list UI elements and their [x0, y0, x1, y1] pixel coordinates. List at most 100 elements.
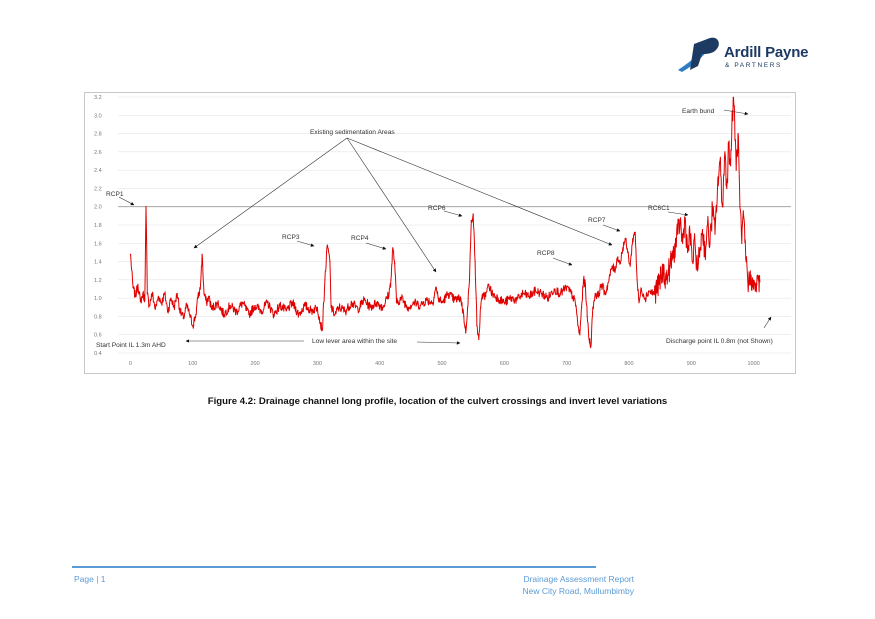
annotation-arrow	[296, 240, 315, 247]
data-point	[577, 325, 579, 327]
data-point	[148, 304, 150, 307]
data-point	[139, 301, 141, 303]
data-point	[453, 299, 456, 301]
data-point	[735, 169, 737, 171]
data-point	[210, 308, 213, 310]
data-point	[176, 293, 178, 295]
data-point	[662, 270, 664, 272]
data-point	[684, 217, 686, 219]
x-tick-label: 700	[562, 361, 571, 367]
data-point	[164, 293, 166, 295]
data-point	[588, 338, 590, 340]
data-point	[634, 231, 636, 233]
data-point	[579, 334, 581, 336]
data-point	[329, 261, 331, 263]
data-point	[581, 306, 583, 308]
data-point	[638, 302, 640, 304]
data-point	[516, 299, 518, 301]
y-tick-label: 0.6	[94, 333, 102, 339]
data-point	[724, 151, 726, 153]
data-point	[716, 187, 719, 189]
data-point	[541, 293, 543, 295]
data-point	[691, 261, 694, 263]
data-point	[467, 306, 469, 308]
annotation-arrow	[443, 210, 463, 217]
anno-rcp7: RCP7	[588, 217, 606, 224]
report-address: New City Road, Mullumbimby	[522, 586, 634, 596]
data-point	[217, 302, 219, 304]
data-point	[468, 279, 471, 281]
data-point	[407, 306, 409, 308]
data-point	[390, 279, 392, 281]
anno-rcp1: RCP1	[106, 191, 124, 198]
data-point	[137, 283, 139, 285]
data-point	[330, 306, 332, 308]
annotation-arrow	[346, 137, 613, 246]
data-point	[285, 310, 287, 312]
x-tick-label: 300	[313, 361, 322, 367]
data-point	[706, 224, 709, 226]
data-point	[142, 293, 144, 295]
series-layer	[129, 96, 761, 349]
figure-caption: Figure 4.2: Drainage channel long profil…	[207, 396, 668, 407]
data-point	[721, 206, 724, 208]
data-point	[223, 314, 225, 316]
data-point	[682, 242, 684, 244]
data-point	[719, 160, 721, 162]
data-point	[658, 283, 660, 285]
data-point	[601, 283, 603, 285]
data-point	[242, 302, 244, 304]
data-point	[338, 306, 340, 308]
data-point	[195, 314, 197, 316]
data-point	[503, 302, 505, 304]
data-point	[463, 315, 465, 317]
data-point	[470, 219, 472, 221]
data-point	[344, 310, 346, 312]
data-point	[145, 206, 147, 208]
data-point	[586, 315, 588, 317]
data-point	[248, 314, 250, 316]
data-point	[208, 295, 210, 297]
series-line-0	[130, 96, 761, 349]
data-point	[134, 295, 136, 297]
annotation-arrow	[723, 109, 749, 116]
data-point	[741, 242, 743, 244]
data-point	[376, 302, 378, 304]
annotation-arrow	[602, 224, 621, 232]
data-point	[425, 299, 428, 301]
report-title: Drainage Assessment Report	[523, 574, 634, 584]
y-tick-label: 2.8	[94, 132, 102, 138]
data-point	[472, 213, 474, 215]
data-point	[129, 253, 132, 255]
data-point	[254, 304, 256, 307]
anno-rc6c1: RC6C1	[648, 205, 670, 212]
y-tick-label: 2.0	[94, 205, 102, 211]
x-tick-label: 800	[624, 361, 633, 367]
data-point	[604, 293, 606, 295]
data-point	[382, 306, 384, 308]
data-point	[392, 247, 394, 249]
data-point	[728, 142, 730, 144]
data-point	[730, 165, 732, 167]
data-point	[594, 293, 596, 295]
data-point	[614, 270, 616, 272]
data-point	[400, 297, 403, 299]
data-point	[632, 238, 634, 240]
data-point	[319, 323, 322, 325]
data-point	[151, 293, 153, 295]
data-point	[750, 274, 752, 276]
data-point	[432, 302, 434, 304]
annotation-arrow	[193, 137, 348, 249]
data-point	[478, 338, 480, 340]
logo-mark-icon	[678, 37, 719, 72]
data-point	[476, 325, 478, 327]
y-tick-label: 1.6	[94, 241, 102, 247]
data-point	[273, 314, 275, 316]
data-point	[395, 302, 398, 304]
data-point	[388, 293, 390, 295]
data-point	[157, 295, 160, 297]
data-point	[154, 308, 156, 310]
data-point	[197, 297, 199, 299]
data-point	[146, 293, 148, 295]
data-point	[201, 253, 203, 255]
